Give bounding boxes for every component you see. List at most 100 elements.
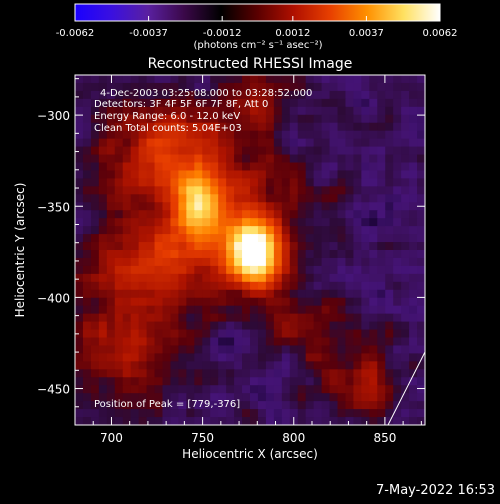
- heatmap-cell: [162, 82, 172, 92]
- heatmap-cell: [170, 138, 179, 148]
- heatmap-cell: [186, 401, 195, 410]
- heatmap-cell: [218, 345, 227, 354]
- heatmap-cell: [393, 98, 402, 108]
- heatmap-cell: [345, 114, 354, 124]
- heatmap-cell: [90, 321, 100, 331]
- heatmap-cell: [218, 146, 227, 156]
- heatmap-cell: [186, 234, 195, 243]
- heatmap-cell: [337, 369, 347, 378]
- heatmap-cell: [234, 257, 243, 267]
- heatmap-cell: [98, 289, 108, 299]
- heatmap-cell: [194, 305, 203, 315]
- heatmap-cell: [130, 377, 140, 386]
- heatmap-cell: [218, 178, 227, 187]
- heatmap-cell: [337, 393, 347, 402]
- heatmap-cell: [417, 194, 425, 203]
- heatmap-cell: [226, 154, 235, 164]
- heatmap-cell: [409, 250, 418, 259]
- heatmap-cell: [409, 242, 418, 251]
- heatmap-cell: [369, 409, 378, 418]
- heatmap-cell: [154, 265, 164, 275]
- heatmap-cell: [218, 154, 227, 164]
- heatmap-cell: [162, 130, 172, 140]
- heatmap-cell: [305, 409, 315, 418]
- heatmap-cell: [146, 417, 156, 425]
- heatmap-cell: [210, 202, 219, 211]
- heatmap-cell: [361, 417, 370, 425]
- x-axis-label: Heliocentric X (arcsec): [182, 447, 318, 461]
- heatmap-cell: [353, 122, 362, 132]
- heatmap-cell: [321, 313, 331, 323]
- heatmap-cell: [170, 257, 179, 267]
- heatmap-cell: [178, 162, 187, 172]
- heatmap-cell: [226, 202, 235, 211]
- heatmap-cell: [321, 257, 331, 267]
- heatmap-cell: [122, 313, 132, 323]
- heatmap-cell: [122, 186, 132, 195]
- heatmap-cell: [202, 337, 211, 347]
- heatmap-cell: [138, 393, 148, 402]
- heatmap-cell: [321, 393, 331, 402]
- heatmap-cell: [313, 321, 323, 331]
- heatmap-cell: [210, 273, 219, 283]
- heatmap-cell: [186, 186, 195, 195]
- heatmap-cell: [313, 257, 323, 267]
- heatmap-cell: [297, 353, 307, 362]
- heatmap-cell: [417, 297, 425, 307]
- heatmap-cell: [401, 257, 410, 267]
- heatmap-cell: [265, 242, 275, 251]
- heatmap-cell: [305, 345, 315, 354]
- heatmap-cell: [218, 186, 227, 195]
- heatmap-cell: [289, 353, 299, 362]
- heatmap-cell: [178, 154, 187, 164]
- heatmap-cell: [250, 250, 259, 259]
- heatmap-cell: [361, 106, 370, 116]
- heatmap-cell: [385, 369, 394, 378]
- heatmap-cell: [305, 361, 315, 370]
- heatmap-cell: [361, 162, 370, 172]
- heatmap-cell: [337, 130, 347, 140]
- heatmap-cell: [202, 186, 211, 195]
- heatmap-cell: [393, 178, 402, 187]
- heatmap-cell: [409, 345, 418, 354]
- heatmap-cell: [98, 202, 108, 211]
- heatmap-cell: [146, 202, 156, 211]
- heatmap-cell: [369, 321, 378, 331]
- heatmap-cell: [393, 417, 402, 425]
- heatmap-cell: [162, 401, 172, 410]
- heatmap-cell: [401, 321, 410, 331]
- heatmap-cell: [218, 297, 227, 307]
- heatmap-cell: [146, 106, 156, 116]
- heatmap-cell: [234, 369, 243, 378]
- heatmap-cell: [98, 377, 108, 386]
- heatmap-cell: [337, 361, 347, 370]
- heatmap-cell: [242, 393, 251, 402]
- heatmap-cell: [194, 194, 203, 203]
- heatmap-cell: [305, 122, 315, 132]
- heatmap-cell: [146, 377, 156, 386]
- heatmap-cell: [162, 170, 172, 179]
- heatmap-cell: [154, 154, 164, 164]
- heatmap-cell: [393, 353, 402, 362]
- heatmap-cell: [313, 226, 323, 235]
- heatmap-cell: [194, 265, 203, 275]
- heatmap-cell: [393, 273, 402, 283]
- heatmap-cell: [273, 361, 283, 370]
- heatmap-cell: [234, 194, 243, 203]
- heatmap-cell: [289, 146, 299, 156]
- heatmap-cell: [281, 393, 291, 402]
- heatmap-cell: [210, 154, 219, 164]
- heatmap-cell: [98, 321, 108, 331]
- heatmap-cell: [234, 377, 243, 386]
- heatmap-cell: [393, 369, 402, 378]
- heatmap-cell: [265, 345, 275, 354]
- heatmap-cell: [297, 98, 307, 108]
- heatmap-cell: [353, 186, 362, 195]
- heatmap-cell: [297, 417, 307, 425]
- heatmap-cell: [154, 329, 164, 339]
- heatmap-cell: [250, 393, 259, 402]
- heatmap-cell: [242, 242, 251, 251]
- heatmap-cell: [409, 122, 418, 132]
- heatmap-cell: [401, 281, 410, 291]
- heatmap-cell: [265, 114, 275, 124]
